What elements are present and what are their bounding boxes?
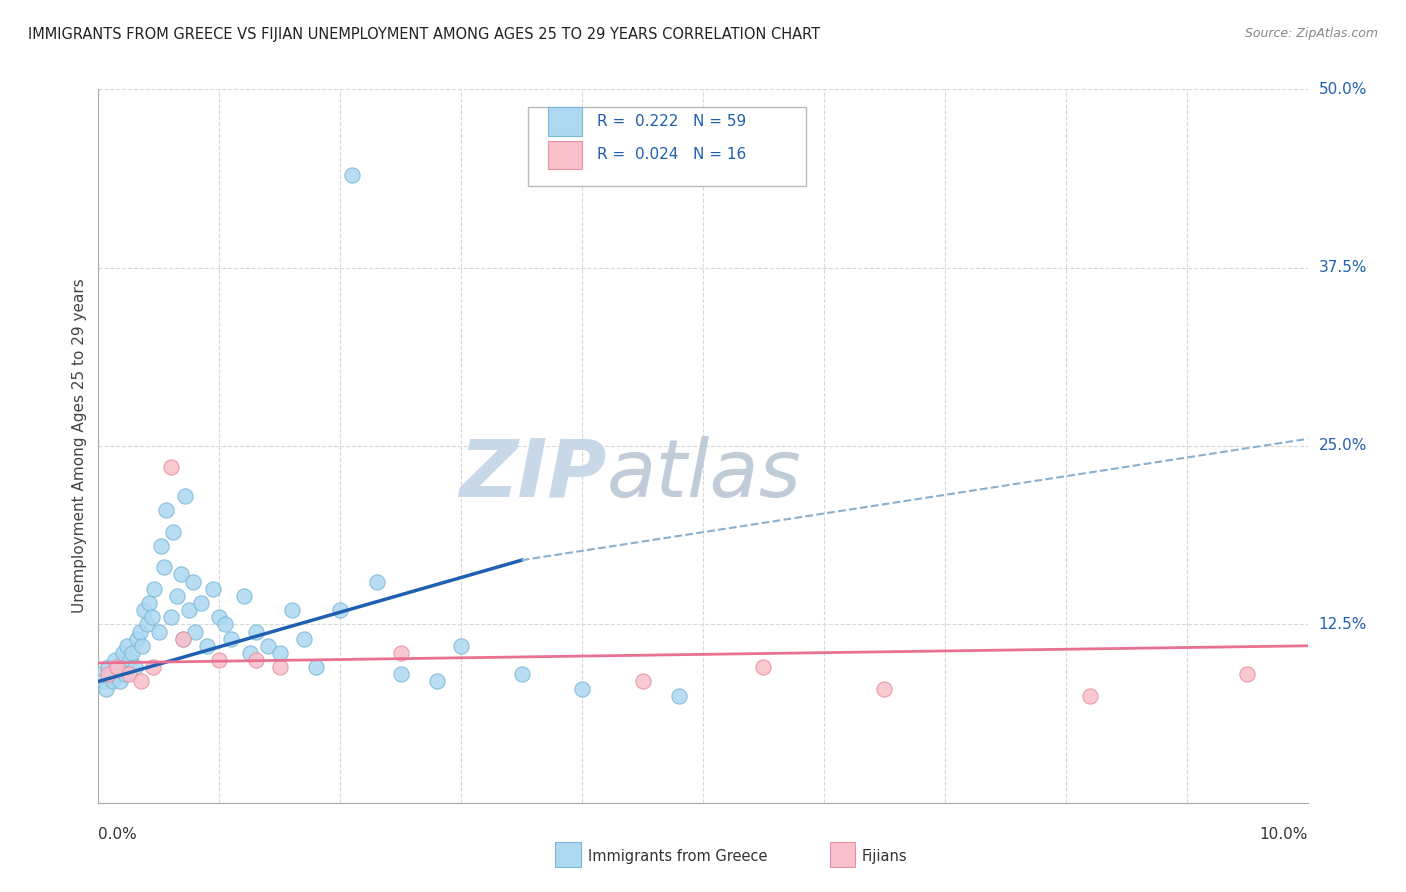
Point	[389, 646, 412, 660]
Point	[138, 596, 160, 610]
Text: 10.0%: 10.0%	[1260, 827, 1308, 841]
Point	[100, 667, 122, 681]
Point	[366, 574, 388, 589]
Point	[141, 610, 163, 624]
FancyBboxPatch shape	[527, 107, 806, 186]
Point	[668, 689, 690, 703]
Point	[342, 168, 364, 182]
Point	[114, 667, 136, 681]
Point	[105, 660, 128, 674]
Point	[94, 681, 117, 696]
Point	[124, 660, 146, 674]
Point	[510, 667, 533, 681]
Point	[174, 489, 197, 503]
Point	[172, 632, 194, 646]
Point	[389, 667, 412, 681]
Point	[239, 646, 262, 660]
Point	[104, 653, 127, 667]
Point	[155, 503, 177, 517]
Point	[172, 632, 194, 646]
Text: Source: ZipAtlas.com: Source: ZipAtlas.com	[1244, 27, 1378, 40]
Point	[214, 617, 236, 632]
Text: Immigrants from Greece: Immigrants from Greece	[588, 849, 768, 863]
Point	[148, 624, 170, 639]
Point	[181, 574, 204, 589]
Point	[134, 603, 156, 617]
Point	[195, 639, 218, 653]
Point	[305, 660, 328, 674]
Point	[752, 660, 775, 674]
Point	[292, 632, 315, 646]
Text: ZIP: ZIP	[458, 435, 606, 514]
Point	[202, 582, 225, 596]
Point	[127, 632, 149, 646]
Point	[118, 653, 141, 667]
Text: 50.0%: 50.0%	[1319, 82, 1367, 96]
Point	[101, 674, 124, 689]
Point	[1078, 689, 1101, 703]
Text: 37.5%: 37.5%	[1319, 260, 1367, 275]
Point	[221, 632, 243, 646]
Point	[329, 603, 352, 617]
Text: 0.0%: 0.0%	[98, 827, 138, 841]
Point	[269, 660, 291, 674]
Point	[97, 667, 120, 681]
Point	[162, 524, 184, 539]
Point	[160, 460, 183, 475]
Point	[256, 639, 278, 653]
Point	[208, 653, 231, 667]
Point	[245, 653, 267, 667]
Point	[135, 617, 157, 632]
Point	[179, 603, 201, 617]
Point	[873, 681, 896, 696]
Point	[631, 674, 654, 689]
Point	[571, 681, 593, 696]
Point	[450, 639, 472, 653]
Point	[208, 610, 231, 624]
FancyBboxPatch shape	[548, 141, 582, 169]
Point	[232, 589, 254, 603]
Point	[269, 646, 291, 660]
Point	[143, 582, 166, 596]
Point	[111, 646, 134, 660]
Point	[90, 667, 112, 681]
Point	[426, 674, 449, 689]
Point	[131, 639, 153, 653]
Point	[160, 610, 183, 624]
Text: 12.5%: 12.5%	[1319, 617, 1367, 632]
Point	[91, 674, 114, 689]
Point	[118, 667, 141, 681]
Point	[142, 660, 165, 674]
Point	[1236, 667, 1258, 681]
FancyBboxPatch shape	[548, 107, 582, 136]
Point	[108, 674, 131, 689]
Point	[184, 624, 207, 639]
Point	[97, 660, 120, 674]
Text: IMMIGRANTS FROM GREECE VS FIJIAN UNEMPLOYMENT AMONG AGES 25 TO 29 YEARS CORRELAT: IMMIGRANTS FROM GREECE VS FIJIAN UNEMPLO…	[28, 27, 820, 42]
Point	[190, 596, 212, 610]
Text: R =  0.024   N = 16: R = 0.024 N = 16	[596, 147, 745, 162]
Point	[152, 560, 174, 574]
Point	[150, 539, 173, 553]
Point	[129, 674, 152, 689]
Point	[281, 603, 304, 617]
Text: 25.0%: 25.0%	[1319, 439, 1367, 453]
Point	[117, 639, 139, 653]
Text: atlas: atlas	[606, 435, 801, 514]
Text: Fijians: Fijians	[862, 849, 907, 863]
Point	[166, 589, 188, 603]
Point	[245, 624, 267, 639]
Text: R =  0.222   N = 59: R = 0.222 N = 59	[596, 114, 745, 128]
Point	[169, 567, 191, 582]
Point	[121, 646, 143, 660]
Point	[107, 660, 129, 674]
Point	[128, 624, 150, 639]
Y-axis label: Unemployment Among Ages 25 to 29 years: Unemployment Among Ages 25 to 29 years	[72, 278, 87, 614]
